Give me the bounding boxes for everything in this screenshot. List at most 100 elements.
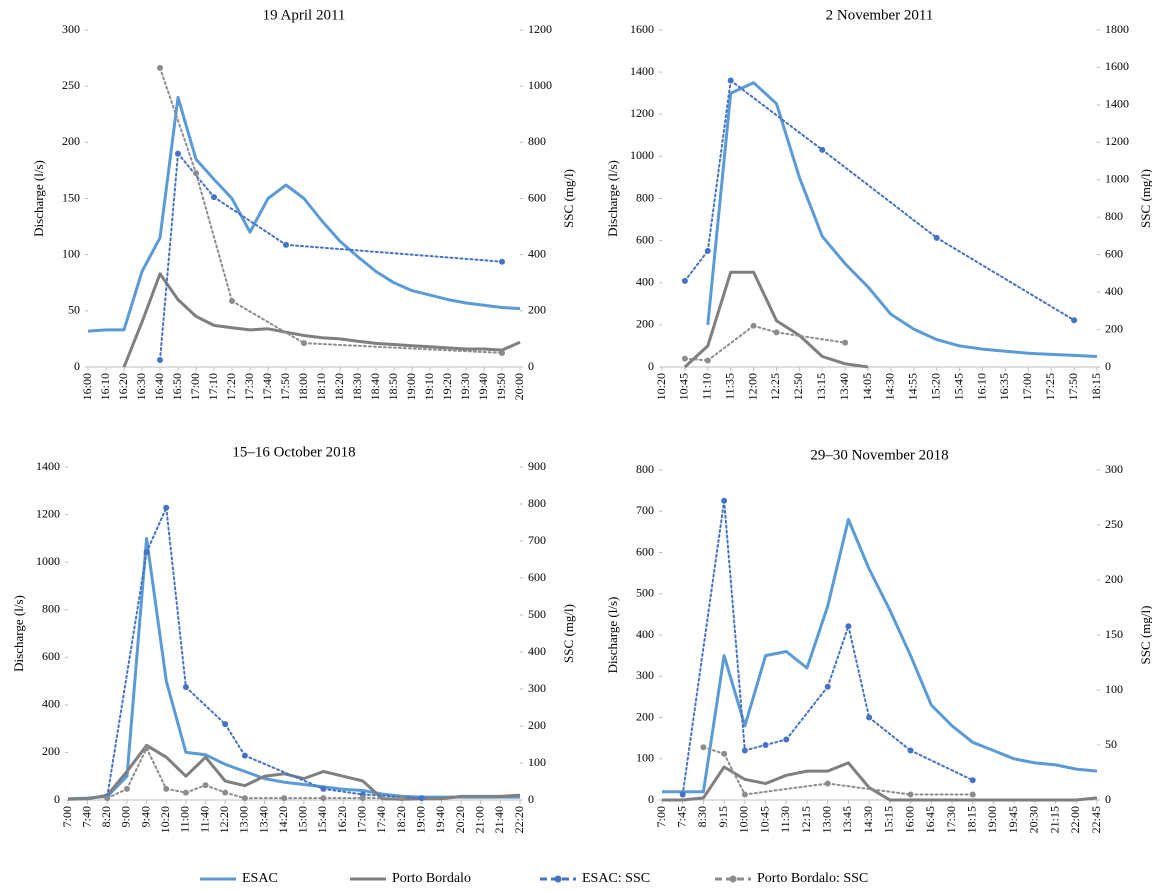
x-tick-label: 13:00	[237, 806, 251, 833]
x-tick-label: 17:50	[1066, 373, 1080, 400]
y2-tick-label: 250	[1105, 517, 1123, 531]
x-tick-label: 22:20	[512, 806, 526, 833]
y-tick-label: 50	[68, 303, 80, 317]
x-tick-label: 18:20	[332, 373, 346, 400]
x-tick-label: 16:50	[170, 373, 184, 400]
y2-tick-label: 300	[1105, 462, 1123, 476]
ssc-marker	[175, 150, 181, 157]
x-tick-label: 16:45	[923, 806, 937, 833]
y-tick-label: 300	[636, 668, 654, 682]
y2-tick-label: 0	[1105, 359, 1111, 373]
discharge-line	[87, 95, 521, 333]
y-axis-label: Discharge (l/s)	[605, 160, 620, 237]
ssc-connector	[785, 685, 829, 741]
x-tick-label: 13:45	[840, 806, 854, 833]
x-tick-label: 16:10	[98, 373, 112, 400]
x-tick-label: 19:00	[404, 373, 418, 400]
ssc-marker	[933, 234, 940, 241]
ssc-connector	[743, 782, 829, 796]
ssc-marker	[241, 795, 248, 802]
y-tick-label: 100	[636, 751, 654, 765]
ssc-marker	[157, 356, 163, 363]
y-tick-label: 700	[636, 503, 654, 517]
x-tick-label: 18:15	[1089, 373, 1103, 400]
ssc-marker	[301, 340, 307, 347]
x-tick-label: 12:00	[745, 373, 759, 400]
ssc-marker	[499, 349, 505, 356]
y-tick-label: 200	[62, 134, 80, 148]
ssc-marker	[399, 795, 406, 802]
y-tick-label: 0	[54, 792, 60, 806]
ssc-marker	[681, 355, 688, 362]
discharge-line	[67, 743, 521, 801]
ssc-connector	[231, 300, 305, 345]
y2-tick-label: 600	[528, 570, 546, 584]
y-tick-label: 600	[636, 232, 654, 246]
y2-axis-label: SSC (mg/l)	[1138, 606, 1152, 665]
ssc-connector	[204, 784, 227, 794]
x-tick-label: 13:00	[819, 806, 833, 833]
x-tick-label: 10:20	[158, 806, 172, 833]
ssc-marker	[969, 791, 976, 798]
x-tick-label: 20:00	[512, 373, 526, 400]
legend-label: Porto Bordalo: SSC	[757, 871, 868, 886]
x-tick-label: 16:10	[974, 373, 988, 400]
x-tick-label: 7:00	[60, 806, 74, 827]
ssc-connector	[184, 686, 227, 726]
x-tick-label: 7:40	[79, 806, 93, 827]
x-tick-label: 10:20	[654, 373, 668, 400]
ssc-connector	[847, 625, 871, 719]
x-tick-label: 18:15	[964, 806, 978, 833]
y-tick-label: 500	[636, 586, 654, 600]
ssc-connector	[361, 793, 423, 800]
y-axis-label: Discharge (l/s)	[31, 160, 46, 237]
ssc-marker	[104, 795, 111, 802]
x-tick-label: 15:40	[315, 806, 329, 833]
y2-tick-label: 400	[528, 246, 546, 260]
y-axis-label: Discharge (l/s)	[605, 597, 620, 674]
y-tick-label: 100	[62, 246, 80, 260]
x-tick-label: 9:15	[716, 806, 730, 827]
discharge-line	[683, 270, 869, 369]
ssc-connector	[775, 331, 847, 344]
x-tick-label: 21:15	[1047, 806, 1061, 833]
ssc-marker	[727, 77, 734, 84]
y2-tick-label: 150	[1105, 627, 1123, 641]
x-tick-label: 22:45	[1089, 806, 1103, 833]
y2-tick-label: 100	[528, 755, 546, 769]
ssc-marker	[281, 795, 288, 802]
legend-label: Porto Bordalo	[392, 871, 471, 886]
x-tick-label: 9:00	[119, 806, 133, 827]
ssc-marker	[907, 791, 914, 798]
x-tick-label: 17:20	[224, 373, 238, 400]
x-tick-label: 14:05	[860, 373, 874, 400]
chart-title: 29–30 November 2018	[810, 447, 948, 463]
y-tick-label: 250	[62, 78, 80, 92]
x-tick-label: 19:45	[1006, 806, 1020, 833]
y-tick-label: 1200	[630, 106, 654, 120]
x-tick-label: 18:10	[314, 373, 328, 400]
ssc-marker	[845, 623, 852, 630]
y-tick-label: 1400	[36, 459, 60, 473]
ssc-marker	[182, 684, 189, 691]
ssc-marker	[143, 745, 150, 752]
x-tick-label: 17:40	[260, 373, 274, 400]
ssc-marker	[700, 744, 707, 751]
ssc-connector	[683, 249, 709, 282]
y2-tick-label: 1200	[1105, 134, 1129, 148]
x-tick-label: 16:40	[152, 373, 166, 400]
x-tick-label: 19:20	[440, 373, 454, 400]
discharge-line	[122, 272, 521, 368]
legend-marker	[729, 875, 737, 883]
x-tick-label: 16:20	[116, 373, 130, 400]
ssc-connector	[764, 738, 788, 746]
y-tick-label: 800	[42, 601, 60, 615]
x-tick-label: 18:20	[394, 806, 408, 833]
ssc-marker	[193, 170, 199, 177]
ssc-marker	[681, 277, 688, 284]
discharge-line	[662, 761, 1098, 802]
ssc-connector	[125, 747, 148, 790]
ssc-marker	[741, 747, 748, 754]
ssc-connector	[145, 506, 168, 554]
